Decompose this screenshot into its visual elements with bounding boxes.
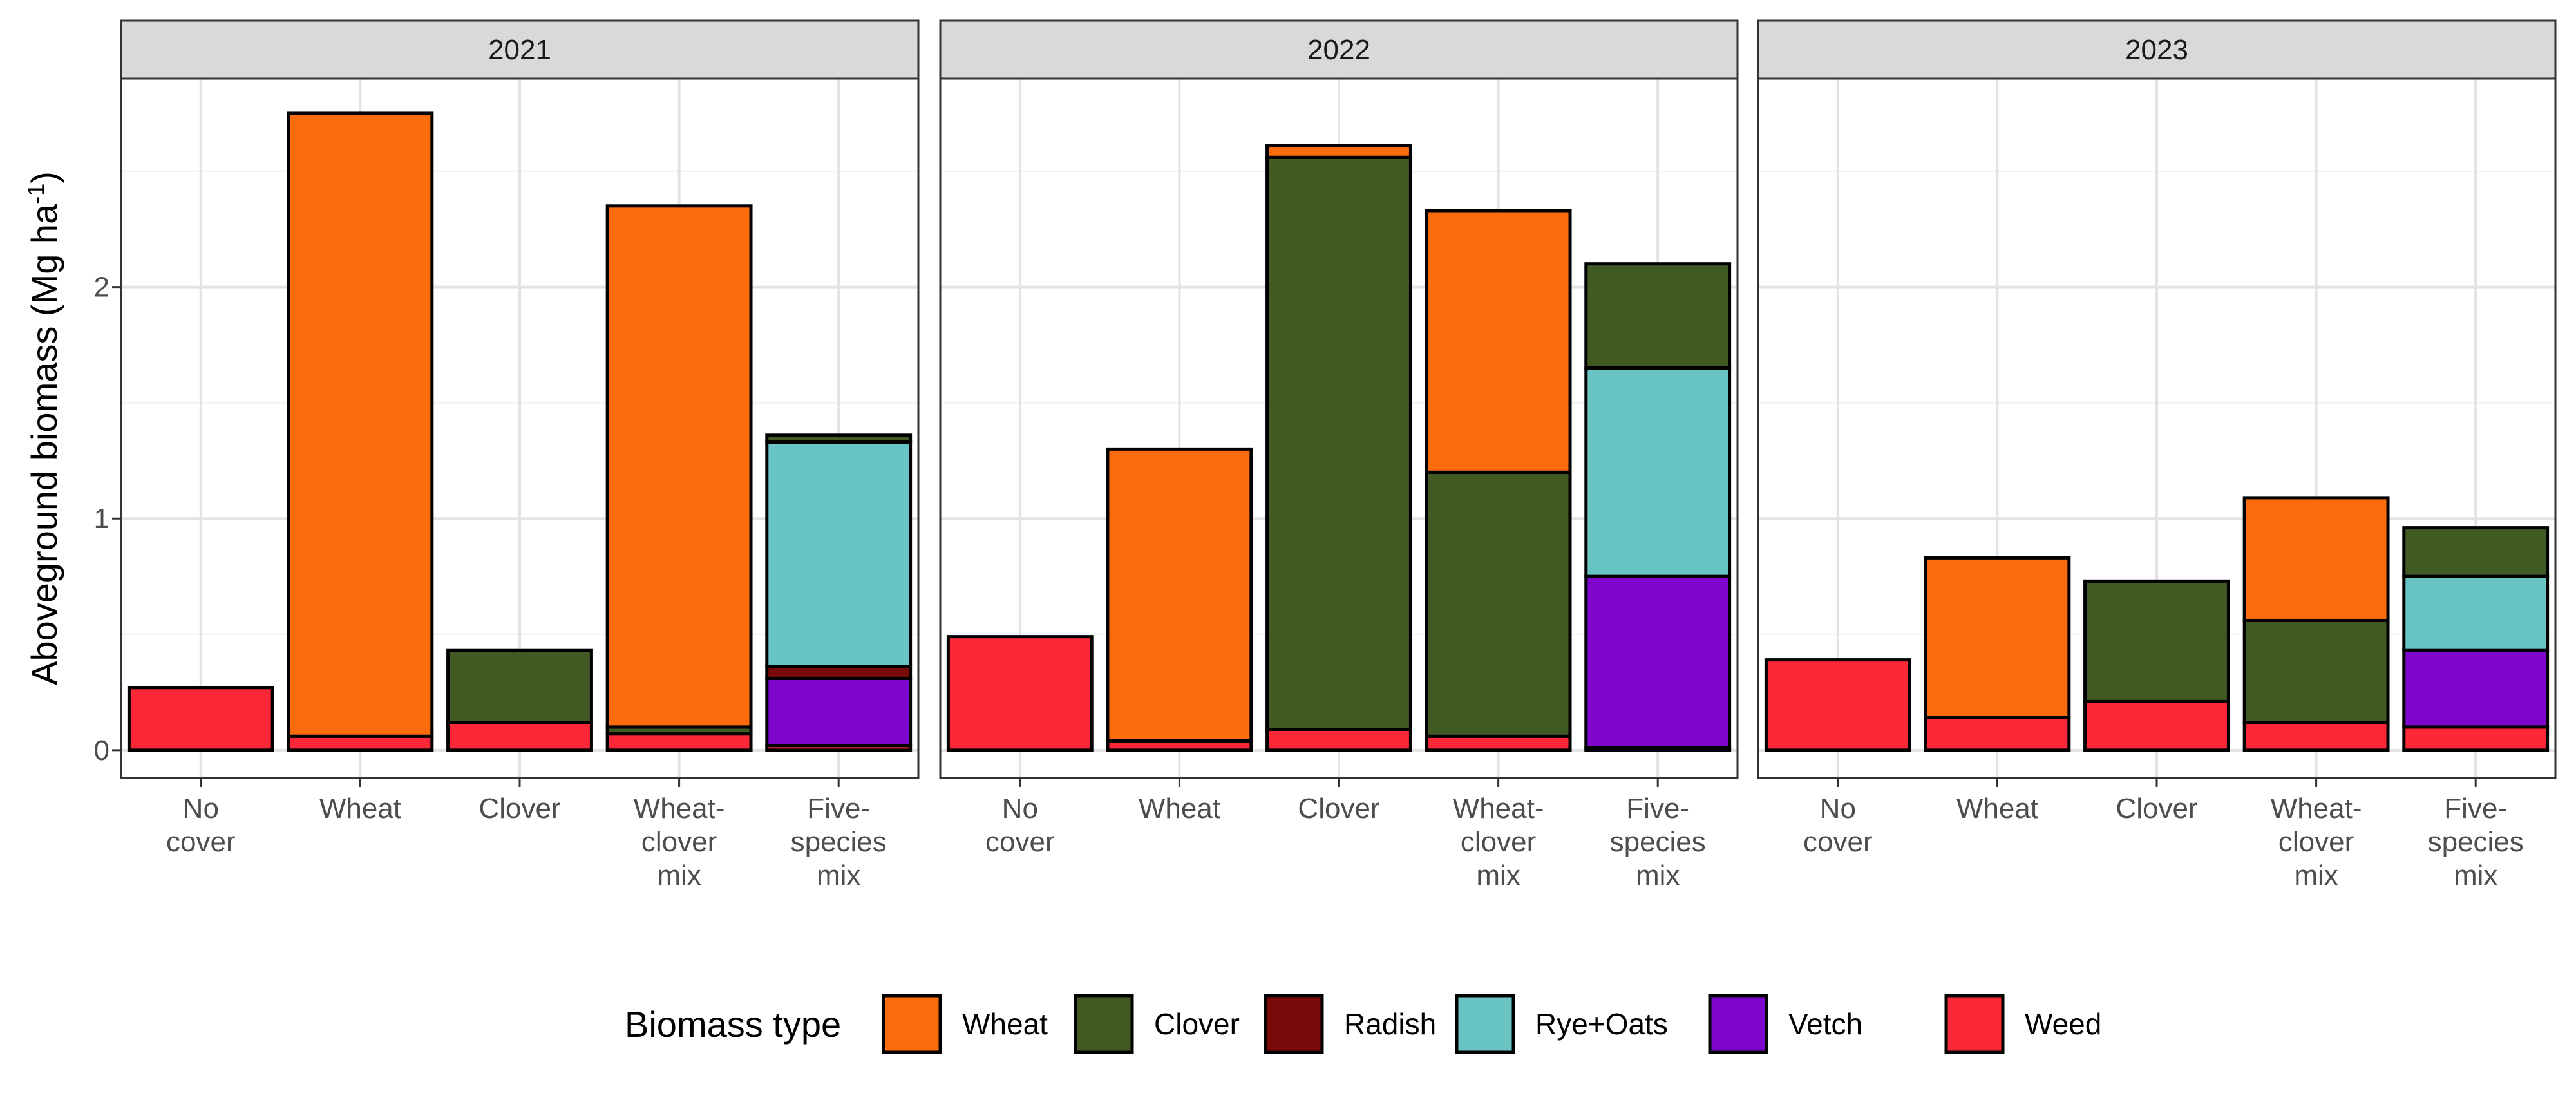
legend-label: Rye+Oats: [1535, 1007, 1668, 1041]
bar-segment-wheat: [2242, 496, 2390, 622]
x-tick-label: Five-species mix: [2428, 793, 2524, 891]
bar-segment-clover: [2242, 618, 2390, 724]
bar-segment-weed: [1924, 716, 2071, 752]
bar-segment-ryeoats: [2402, 574, 2550, 652]
bar-segment-weed: [446, 721, 593, 752]
facet-strip: [120, 19, 920, 80]
legend-key-ryeoats: [1455, 994, 1515, 1054]
bar-segment-clover: [1584, 262, 1732, 370]
bar-segment-clover: [2083, 579, 2230, 703]
x-tick-label: No cover: [985, 793, 1055, 858]
bar-segment-vetch: [1584, 574, 1732, 750]
legend-label: Clover: [1154, 1007, 1240, 1041]
bar-segment-wheat: [1924, 556, 2071, 720]
x-tick-label: Wheat-clover mix: [1453, 793, 1544, 891]
bar-segment-weed: [2402, 725, 2550, 752]
bar-segment-weed: [1764, 658, 1911, 752]
bar-segment-ryeoats: [765, 440, 913, 668]
bar-segment-weed: [605, 732, 753, 752]
legend-key-radish: [1264, 994, 1324, 1054]
x-tick-label: Clover: [2116, 793, 2197, 824]
y-tick-label: 2: [94, 272, 109, 303]
x-tick-label: No cover: [166, 793, 236, 858]
bar-segment-vetch: [2402, 648, 2550, 729]
bar-segment-weed: [2083, 699, 2230, 752]
bar-segment-wheat: [287, 111, 434, 738]
x-tick-label: Wheat-clover mix: [2271, 793, 2362, 891]
facet-strip: [1757, 19, 2557, 80]
facet-strip-label: 2022: [1307, 34, 1370, 66]
x-tick-label: No cover: [1803, 793, 1873, 858]
y-tick-label: 1: [94, 503, 109, 535]
bar-segment-weed: [946, 635, 1094, 752]
bar-segment-weed: [127, 686, 274, 752]
facet-panel-2021: 2021 No cover Wheat Clover Wheat-clover mix Fiv…: [120, 19, 920, 891]
legend-key-clover: [1074, 994, 1134, 1054]
legend-title: Biomass type: [625, 1004, 841, 1045]
bar-segment-wheat: [1106, 447, 1253, 743]
bar-segment-clover: [1265, 155, 1412, 731]
legend-key-wheat: [882, 994, 942, 1054]
bar-segment-clover: [765, 433, 913, 444]
facet-strip-label: 2023: [2125, 34, 2188, 66]
bar-segment-wheat: [1425, 209, 1572, 474]
legend-label: Wheat: [962, 1007, 1048, 1041]
x-tick-label: Wheat: [1139, 793, 1220, 824]
x-tick-label: Five-species mix: [1610, 793, 1706, 891]
x-tick-label: Wheat: [319, 793, 401, 824]
x-tick-label: Clover: [478, 793, 560, 824]
bar-segment-wheat: [605, 204, 753, 729]
bar-segment-radish: [765, 665, 913, 680]
legend-label: Weed: [2025, 1007, 2101, 1041]
legend-label: Vetch: [1788, 1007, 1862, 1041]
bar-segment-clover: [2402, 526, 2550, 578]
x-tick-label: Clover: [1298, 793, 1379, 824]
bar-segment-weed: [2242, 721, 2390, 752]
facet-strip: [939, 19, 1739, 80]
bar-segment-ryeoats: [1584, 366, 1732, 578]
bar-segment-weed: [287, 734, 434, 752]
bar-segment-clover: [1425, 470, 1572, 738]
legend-key-vetch: [1708, 994, 1768, 1054]
y-tick-label: 0: [94, 735, 109, 766]
y-axis-title: Aboveground biomass (Mg ha-1): [23, 171, 64, 685]
legend-label: Radish: [1344, 1007, 1436, 1041]
bar-segment-weed: [1425, 734, 1572, 752]
bar-segment-wheat: [1265, 144, 1412, 159]
facet-panel-2023: 2023 No cover Wheat Clover Wheat-clover mix Fiv…: [1757, 19, 2557, 891]
bar-segment-vetch: [765, 676, 913, 748]
bar-segment-clover: [446, 648, 593, 724]
legend-key-weed: [1944, 994, 2005, 1054]
bar-segment-weed: [1265, 727, 1412, 752]
facet-strip-label: 2021: [488, 34, 551, 66]
facet-panel-2022: 2022 No cover Wheat Clover Wheat-clover mix Fiv…: [939, 19, 1739, 891]
x-tick-label: Wheat: [1956, 793, 2038, 824]
legend: Biomass type Wheat Clover Radish Rye+Oats Vet…: [625, 994, 2101, 1054]
x-tick-label: Five-species mix: [791, 793, 887, 891]
x-tick-label: Wheat-clover mix: [634, 793, 725, 891]
